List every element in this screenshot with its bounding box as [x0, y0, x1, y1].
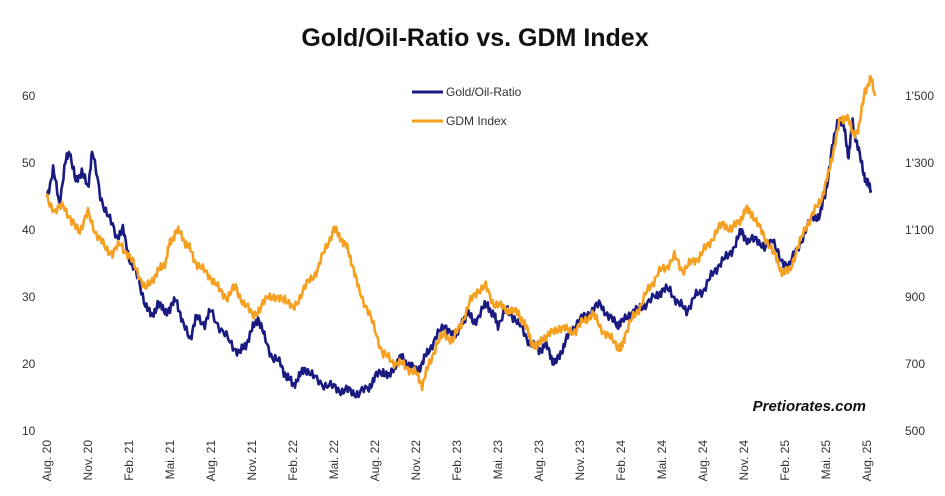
left-tick-label: 30 — [22, 290, 36, 304]
right-tick-label: 900 — [905, 290, 925, 304]
x-axis-ticks: Aug. 20 Nov. 20 Feb. 21 Mai. 21 Aug. 21 Nov. … — [40, 440, 874, 482]
legend-label-gold-oil-ratio: Gold/Oil-Ratio — [446, 85, 522, 99]
x-tick-label: Mai. 25 — [819, 440, 833, 480]
right-tick-label: 1'100 — [905, 223, 934, 237]
left-tick-label: 60 — [22, 89, 36, 103]
x-tick-label: Feb. 24 — [614, 440, 628, 481]
legend: Gold/Oil-Ratio GDM Index — [412, 85, 522, 128]
left-tick-label: 40 — [22, 223, 36, 237]
x-tick-label: Mai. 22 — [327, 440, 341, 480]
watermark: Pretiorates.com — [753, 398, 866, 415]
right-tick-label: 1'500 — [905, 89, 934, 103]
x-tick-label: Nov. 22 — [409, 440, 423, 481]
chart-title: Gold/Oil-Ratio vs. GDM Index — [301, 24, 648, 52]
x-tick-label: Mai. 21 — [163, 440, 177, 480]
series-layer — [45, 74, 877, 399]
left-tick-label: 20 — [22, 357, 36, 371]
legend-item-gdm-index: GDM Index — [412, 114, 507, 128]
x-tick-label: Mai. 24 — [655, 440, 669, 480]
left-tick-label: 10 — [22, 424, 36, 438]
x-tick-label: Aug. 25 — [860, 440, 874, 482]
x-tick-label: Aug. 24 — [696, 440, 710, 482]
x-tick-label: Feb. 25 — [778, 440, 792, 481]
x-tick-label: Aug. 23 — [532, 440, 546, 482]
x-tick-label: Nov. 24 — [737, 440, 751, 481]
right-tick-label: 500 — [905, 424, 925, 438]
x-tick-label: Nov. 23 — [573, 440, 587, 481]
series-line-gdm-index — [45, 74, 877, 392]
x-tick-label: Feb. 21 — [122, 440, 136, 481]
right-tick-label: 1'300 — [905, 156, 934, 170]
x-tick-label: Aug. 22 — [368, 440, 382, 482]
right-axis-ticks: 500 700 900 1'100 1'300 1'500 — [905, 89, 934, 438]
left-tick-label: 50 — [22, 156, 36, 170]
legend-label-gdm-index: GDM Index — [446, 114, 507, 128]
left-axis-ticks: 10 20 30 40 50 60 — [22, 89, 36, 438]
x-tick-label: Mai. 23 — [491, 440, 505, 480]
x-tick-label: Aug. 21 — [204, 440, 218, 482]
legend-item-gold-oil-ratio: Gold/Oil-Ratio — [412, 85, 522, 99]
x-tick-label: Aug. 20 — [40, 440, 54, 482]
x-tick-label: Feb. 23 — [450, 440, 464, 481]
right-tick-label: 700 — [905, 357, 925, 371]
x-tick-label: Feb. 22 — [286, 440, 300, 481]
x-tick-label: Nov. 21 — [245, 440, 259, 481]
x-tick-label: Nov. 20 — [81, 440, 95, 481]
